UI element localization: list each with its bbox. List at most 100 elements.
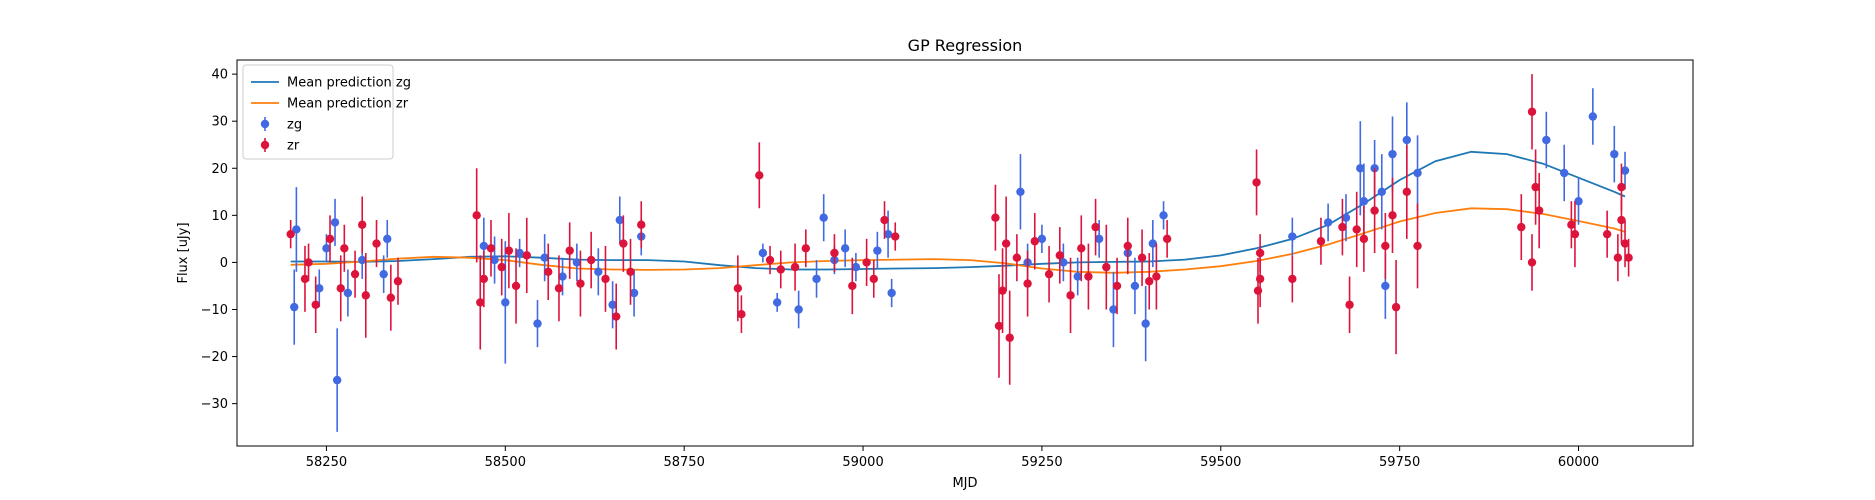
data-point-zr xyxy=(1570,229,1580,239)
data-point-zr xyxy=(350,269,360,279)
data-point-zg xyxy=(379,269,388,279)
data-point-zg xyxy=(315,284,324,293)
chart-title: GP Regression xyxy=(908,36,1023,55)
data-point-zg xyxy=(330,218,340,227)
data-point-zr xyxy=(286,229,295,239)
data-point-zr xyxy=(869,274,878,284)
data-point-zr xyxy=(1077,244,1086,253)
data-point-zr xyxy=(472,211,481,220)
data-point-zg xyxy=(1141,319,1150,328)
data-point-zr xyxy=(1338,222,1347,232)
data-point-zg xyxy=(533,319,542,328)
axes: 58250 58500 58750 59000 59250 59500 59750 60000… xyxy=(201,59,1694,470)
data-point-zr xyxy=(755,171,764,180)
series-zr xyxy=(286,74,1633,385)
y-tick-label: −10 xyxy=(201,303,228,318)
data-point-zg xyxy=(608,300,617,309)
data-point-zr xyxy=(1413,241,1422,251)
data-point-zg xyxy=(1109,305,1118,314)
data-point-zr xyxy=(862,258,871,267)
data-point-zr xyxy=(1620,239,1630,248)
data-point-zg xyxy=(1560,168,1569,178)
legend-swatch-zr xyxy=(260,140,270,150)
data-point-zr xyxy=(325,234,335,244)
data-point-zr xyxy=(1152,272,1161,281)
data-point-zr xyxy=(544,267,553,277)
data-point-zr xyxy=(372,239,381,248)
data-point-zr xyxy=(1613,253,1623,262)
data-point-zr xyxy=(626,267,635,277)
data-point-zr xyxy=(1084,272,1093,281)
data-point-zr xyxy=(733,284,743,293)
data-point-zr xyxy=(304,258,313,267)
data-point-zr xyxy=(358,220,367,229)
data-point-zr xyxy=(1102,262,1111,272)
data-point-zr xyxy=(994,321,1004,331)
data-point-zg xyxy=(290,302,299,312)
data-point-zg xyxy=(772,298,782,307)
data-point-zg xyxy=(1148,239,1158,248)
data-point-zr xyxy=(1388,211,1397,220)
data-point-zr xyxy=(991,213,1000,222)
data-point-zg xyxy=(1323,218,1333,227)
data-point-zg xyxy=(1542,135,1551,145)
data-point-zr xyxy=(1005,333,1014,342)
data-point-zg xyxy=(594,267,603,277)
data-point-zr xyxy=(393,277,403,286)
y-tick-label: 30 xyxy=(211,115,228,130)
data-point-zg xyxy=(572,258,582,267)
data-point-zr xyxy=(1316,237,1326,246)
data-point-zr xyxy=(1001,239,1011,248)
data-point-zg xyxy=(758,248,768,258)
data-point-zr xyxy=(386,293,396,302)
data-point-zr xyxy=(1602,229,1612,239)
data-point-zg xyxy=(1574,197,1583,206)
data-point-zr xyxy=(1137,253,1147,262)
data-point-zr xyxy=(1288,274,1297,284)
data-point-zg xyxy=(1413,168,1422,178)
data-point-zr xyxy=(1112,281,1122,291)
data-point-zr xyxy=(586,255,596,265)
x-tick-label: 58750 xyxy=(663,455,704,470)
data-point-zr xyxy=(1123,241,1132,251)
data-point-zr xyxy=(1517,222,1526,232)
data-point-zg xyxy=(383,234,392,244)
data-point-zg xyxy=(1288,232,1297,241)
data-point-zr xyxy=(1567,220,1576,229)
y-tick-label: 40 xyxy=(211,68,228,83)
data-point-zg xyxy=(322,244,331,253)
data-point-zr xyxy=(1091,222,1100,232)
mean-prediction-line-zg xyxy=(290,150,1626,271)
x-tick-label: 60000 xyxy=(1558,455,1599,470)
data-point-zr xyxy=(1381,241,1390,251)
data-point-zg xyxy=(358,255,367,265)
data-point-zr xyxy=(619,239,628,248)
data-point-zr xyxy=(361,291,370,300)
data-point-zg xyxy=(1381,281,1390,291)
data-point-zg xyxy=(794,305,803,314)
data-point-zr xyxy=(848,281,857,291)
data-point-zr xyxy=(576,279,585,288)
legend-label-zg: zg xyxy=(287,118,302,133)
data-point-zr xyxy=(1066,291,1075,300)
data-point-zg xyxy=(515,248,524,258)
data-point-zr xyxy=(497,262,506,272)
data-point-zg xyxy=(1377,187,1386,197)
data-point-zg xyxy=(812,274,821,284)
data-point-zg xyxy=(840,244,850,253)
legend: Mean prediction zg Mean prediction zr zg zr xyxy=(242,64,411,160)
data-point-zg xyxy=(1073,272,1082,281)
data-point-zr xyxy=(1345,300,1354,309)
data-point-zr xyxy=(1359,234,1369,244)
data-point-zr xyxy=(486,244,496,253)
y-tick-label: −20 xyxy=(201,350,228,365)
data-point-zr xyxy=(891,232,900,241)
data-point-zr xyxy=(765,255,775,265)
data-point-zr xyxy=(565,246,574,255)
data-point-zr xyxy=(1255,274,1265,284)
legend-swatch-zg xyxy=(260,119,270,129)
data-point-zr xyxy=(1617,215,1626,225)
data-point-zr xyxy=(637,220,646,229)
data-point-zr xyxy=(554,284,564,293)
data-point-zr xyxy=(1023,279,1032,288)
